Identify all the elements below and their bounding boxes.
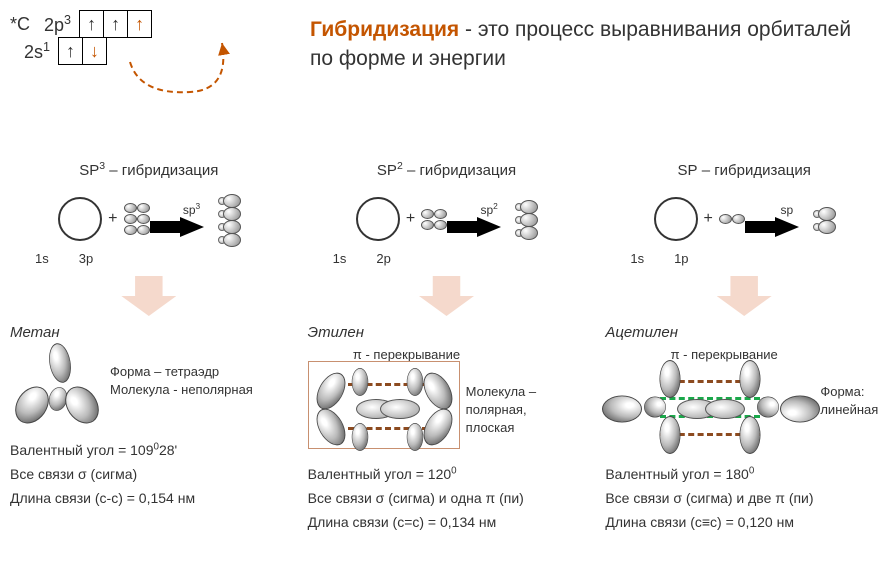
s-orbital-label: 2s1 [24,40,50,63]
electron-config: *C 2p3 ↑ ↑ ↑ *C 2s1 ↑ ↓ [10,10,152,65]
atom-label: *C [10,14,30,35]
definition-text: Гибридизация - это процесс выравнивания … [310,15,870,74]
col-sp2: SP2 – гибридизация + sp2 1s2p Этилен π -… [298,160,596,534]
hybrid-orbitals-icon [218,194,240,245]
down-arrow-icon [121,276,176,316]
hybridization-columns: SP3 – гибридизация + sp3 1s3p Метан [0,160,893,534]
orbital-scheme: + sp3 [10,189,288,249]
col-sp: SP – гибридизация + sp 1s1p Ацетилен π -… [595,160,893,534]
col-title: SP3 – гибридизация [10,160,288,179]
ethylene-diagram: Молекула – полярная, плоская [308,365,586,453]
p-boxes: ↑ ↑ ↑ [79,10,152,38]
s-orbital-icon [58,197,102,241]
info-block: Валентный угол = 109028' Все связи σ (си… [10,439,288,510]
pi-overlap-label: π - перекрывание [228,347,586,362]
hybridization-arrow-icon: sp3 [180,201,204,237]
promoted-electron-arrow: ↑ [135,15,144,33]
electron-arrow: ↑ [87,15,96,33]
acetylene-diagram: Форма: линейная [605,365,883,453]
p-orbitals-icon [124,203,150,235]
definition-term: Гибридизация [310,18,459,41]
molecule-name: Метан [10,324,288,341]
promotion-arrow-icon [80,40,280,100]
p-orbital-label: 2p3 [44,13,71,36]
